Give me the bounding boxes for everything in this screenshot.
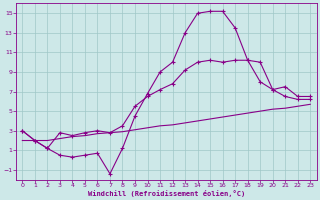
X-axis label: Windchill (Refroidissement éolien,°C): Windchill (Refroidissement éolien,°C) bbox=[88, 190, 245, 197]
